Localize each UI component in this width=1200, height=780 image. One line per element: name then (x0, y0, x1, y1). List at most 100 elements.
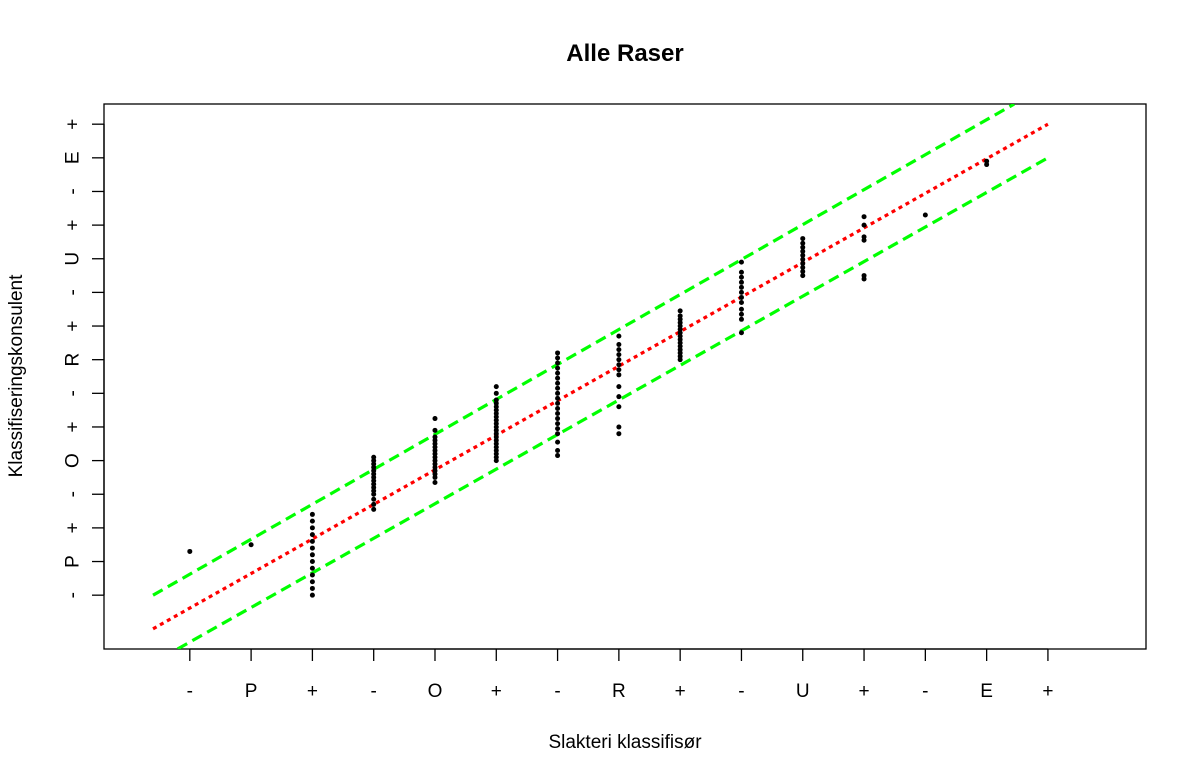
data-point (738, 311, 744, 317)
data-point (738, 274, 744, 280)
lower-band-line (176, 156, 1049, 649)
x-tick-label: - (554, 681, 560, 702)
data-point (861, 222, 867, 228)
reference-lines (152, 104, 1049, 649)
data-point (738, 259, 744, 265)
data-point (922, 212, 928, 218)
x-tick-label: - (922, 681, 928, 702)
y-tick-label: - (63, 491, 84, 497)
data-point (555, 421, 561, 427)
data-point (309, 545, 315, 551)
data-point (800, 273, 806, 279)
data-point (616, 384, 622, 390)
data-point (555, 439, 561, 445)
x-tick-label: O (428, 681, 443, 702)
data-point (309, 532, 315, 538)
data-point (309, 559, 315, 565)
data-point (309, 538, 315, 544)
data-point (555, 390, 561, 396)
y-tick-label: - (63, 390, 84, 396)
x-tick-label: + (858, 681, 869, 702)
data-point (616, 357, 622, 363)
data-point (800, 240, 806, 246)
data-point (309, 592, 315, 598)
data-point (861, 234, 867, 240)
data-point (432, 434, 438, 440)
data-point (371, 496, 377, 502)
data-point (432, 479, 438, 485)
data-point (800, 269, 806, 275)
x-tick-label: E (980, 681, 993, 702)
data-point (616, 394, 622, 400)
data-point (555, 448, 561, 454)
data-point (738, 269, 744, 275)
data-point (738, 316, 744, 322)
data-point (555, 375, 561, 381)
x-tick-label: U (796, 681, 810, 702)
data-points (187, 158, 990, 598)
data-point (309, 579, 315, 585)
identity-line (152, 122, 1049, 631)
data-point (800, 236, 806, 242)
y-tick-label: - (63, 289, 84, 295)
data-point (555, 365, 561, 371)
x-tick-label: + (491, 681, 502, 702)
y-tick-label: + (63, 522, 84, 533)
data-point (800, 265, 806, 270)
data-point (309, 565, 315, 571)
data-point (616, 342, 622, 348)
data-point (616, 404, 622, 410)
data-point (800, 256, 806, 262)
data-point (555, 416, 561, 422)
data-point (861, 214, 867, 220)
data-point (555, 360, 561, 366)
data-point (677, 313, 683, 319)
data-point (309, 511, 315, 517)
data-point (555, 426, 561, 432)
x-tick-label: R (612, 681, 626, 702)
y-tick-label: + (63, 421, 84, 432)
data-point (555, 355, 561, 361)
data-point (555, 385, 561, 391)
data-point (738, 279, 744, 285)
x-tick-label: + (675, 681, 686, 702)
data-point (309, 585, 315, 591)
y-tick-label: - (63, 592, 84, 598)
data-point (493, 390, 499, 396)
data-point (800, 260, 806, 266)
data-point (800, 248, 806, 254)
y-tick-label: E (63, 151, 84, 164)
data-point (371, 501, 377, 507)
data-point (493, 384, 499, 390)
data-point (309, 518, 315, 524)
data-point (555, 453, 561, 459)
x-tick-label: - (187, 681, 193, 702)
data-point (309, 572, 315, 578)
data-point (738, 330, 744, 336)
y-tick-label: - (63, 188, 84, 194)
x-tick-label: - (738, 681, 744, 702)
data-point (309, 552, 315, 558)
y-tick-label: O (63, 453, 84, 468)
data-point (555, 380, 561, 386)
y-tick-label: + (63, 119, 84, 130)
data-point (677, 308, 683, 314)
x-axis: - P + - O + - R + - U + - E + (187, 648, 1053, 702)
data-point (616, 424, 622, 430)
data-point (800, 244, 806, 250)
data-point (616, 431, 622, 437)
data-point (555, 395, 561, 401)
data-point (984, 158, 990, 164)
data-point (616, 372, 622, 378)
data-point (738, 294, 744, 300)
data-point (555, 405, 561, 411)
data-point (555, 431, 561, 437)
data-point (371, 454, 377, 460)
data-point (432, 427, 438, 433)
y-axis-label: Klassifiseringskonsulent (6, 274, 27, 477)
data-point (309, 525, 315, 531)
x-tick-label: - (371, 681, 377, 702)
data-point (432, 416, 438, 422)
x-axis-label: Slakteri klassifisør (548, 732, 702, 753)
